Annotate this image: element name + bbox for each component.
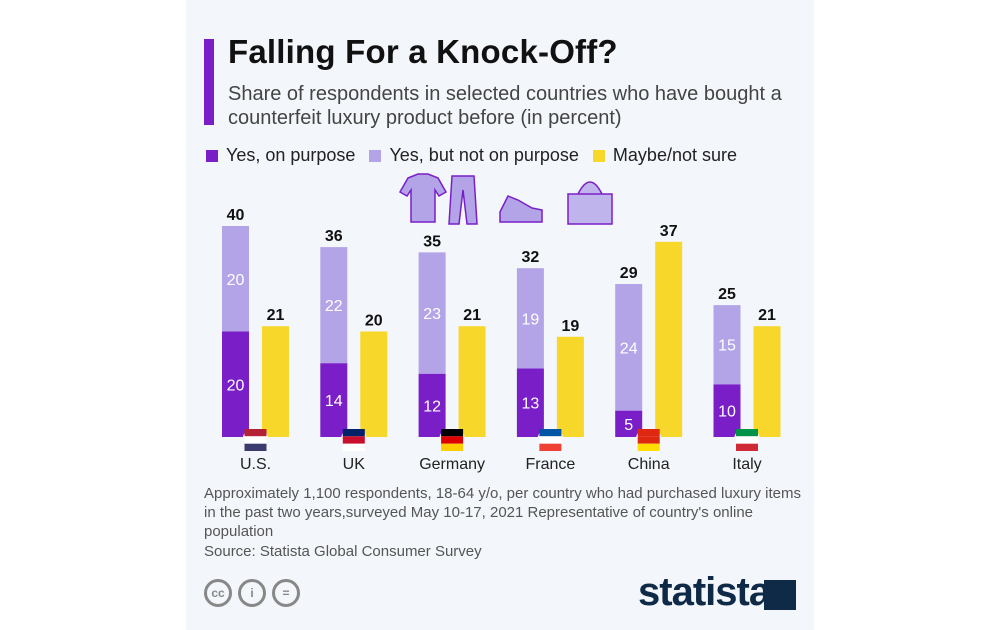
- bar-maybe: [556, 336, 584, 437]
- total-label: 25: [718, 286, 736, 303]
- bar-maybe: [360, 331, 388, 437]
- data-label: 14: [325, 393, 343, 410]
- category-label: U.S.: [240, 456, 271, 473]
- bar-maybe: [262, 326, 289, 437]
- flag-icon: [736, 443, 758, 451]
- flag-icon: [244, 429, 267, 437]
- category-label: Italy: [732, 456, 761, 473]
- chart-notes: Approximately 1,100 respondents, 18-64 y…: [204, 485, 801, 540]
- data-label: 19: [522, 311, 540, 328]
- bar-yes-not-on-purpose: [713, 305, 741, 385]
- category-label: France: [526, 456, 576, 473]
- legend-swatch: [369, 149, 382, 162]
- total-label: 35: [423, 233, 441, 250]
- bar-yes-not-on-purpose: [516, 268, 544, 369]
- bar-yes-not-on-purpose: [222, 226, 249, 332]
- data-label: 22: [325, 298, 343, 315]
- flag-icon: [637, 429, 660, 437]
- legend-swatch: [206, 149, 218, 162]
- bar-yes-on-purpose: [320, 363, 348, 437]
- handbag-icon: [567, 181, 613, 225]
- flag-icon: [539, 429, 562, 437]
- flag-icon: [342, 436, 365, 444]
- flag-icon: [736, 436, 758, 444]
- data-label: 5: [624, 417, 633, 434]
- flag-icon: [342, 429, 365, 437]
- total-label: 32: [522, 249, 540, 266]
- total-label: 29: [620, 265, 638, 282]
- data-label: 24: [620, 340, 638, 357]
- data-label: 37: [660, 223, 678, 240]
- sneaker-icon: [499, 195, 543, 223]
- bar-yes-not-on-purpose: [615, 284, 643, 411]
- data-label: 23: [423, 306, 441, 323]
- license-icons: cc i =: [204, 579, 300, 607]
- statista-logo-mark: [764, 580, 796, 610]
- bar-maybe: [753, 326, 781, 437]
- legend-item: Yes, on purpose: [206, 145, 355, 166]
- category-label: UK: [343, 456, 366, 473]
- nd-icon: =: [272, 579, 300, 607]
- data-label: 21: [758, 307, 776, 324]
- bar-yes-on-purpose: [713, 384, 741, 437]
- data-label: 20: [227, 272, 245, 289]
- data-label: 19: [562, 318, 580, 335]
- bar-yes-not-on-purpose: [320, 247, 348, 364]
- legend-swatch: [592, 149, 605, 162]
- category-label: China: [628, 456, 670, 473]
- legend-item: Yes, but not on purpose: [369, 145, 579, 166]
- flag-icon: [637, 443, 660, 451]
- legend-label: Maybe/not sure: [612, 145, 737, 165]
- bar-yes-not-on-purpose: [418, 252, 446, 374]
- bar-yes-on-purpose: [222, 331, 249, 437]
- chart-source: Source: Statista Global Consumer Survey: [204, 543, 482, 560]
- data-label: 13: [522, 396, 540, 413]
- chart-title: Falling For a Knock-Off?: [228, 33, 618, 70]
- legend: Yes, on purpose Yes, but not on purpose …: [206, 145, 737, 166]
- shirt-icon: [398, 173, 448, 223]
- flag-icon: [342, 443, 365, 451]
- data-label: 10: [718, 404, 736, 421]
- bar-maybe: [458, 326, 486, 437]
- data-label: 21: [463, 307, 481, 324]
- flag-icon: [441, 436, 464, 444]
- title-accent-bar: [204, 39, 214, 125]
- legend-item: Maybe/not sure: [592, 145, 737, 166]
- chart-plot: 20 20 40 21 U.S. 14 22 36 20 UK 12 23 35 21 Germany 13 1…: [222, 173, 781, 473]
- flag-icon: [539, 436, 562, 444]
- infographic-card: [186, 0, 814, 630]
- data-label: 20: [227, 377, 245, 394]
- fake-illustration: [398, 173, 613, 225]
- data-label: 12: [423, 398, 441, 415]
- chart-subtitle: Share of respondents in selected countri…: [228, 83, 782, 129]
- data-label: 20: [365, 313, 383, 330]
- data-label: 21: [267, 307, 285, 324]
- flag-icon: [244, 436, 267, 444]
- cc-icon: cc: [204, 579, 232, 607]
- flag-icon: [637, 436, 660, 444]
- legend-label: Yes, on purpose: [226, 145, 356, 165]
- bar-yes-on-purpose: [516, 368, 544, 437]
- flag-icon: [736, 429, 758, 437]
- statista-logo: statista: [638, 570, 771, 614]
- jeans-icon: [448, 175, 478, 225]
- flag-icon: [441, 429, 464, 437]
- total-label: 40: [227, 207, 245, 224]
- flag-icon: [441, 443, 464, 451]
- total-label: 36: [325, 228, 343, 245]
- flag-icon: [539, 443, 562, 451]
- data-label: 15: [718, 338, 736, 355]
- by-icon: i: [238, 579, 266, 607]
- legend-label: Yes, but not on purpose: [389, 145, 579, 165]
- flag-icon: [244, 443, 267, 451]
- bar-yes-on-purpose: [418, 373, 446, 437]
- bar-maybe: [655, 241, 683, 437]
- category-label: Germany: [419, 456, 485, 473]
